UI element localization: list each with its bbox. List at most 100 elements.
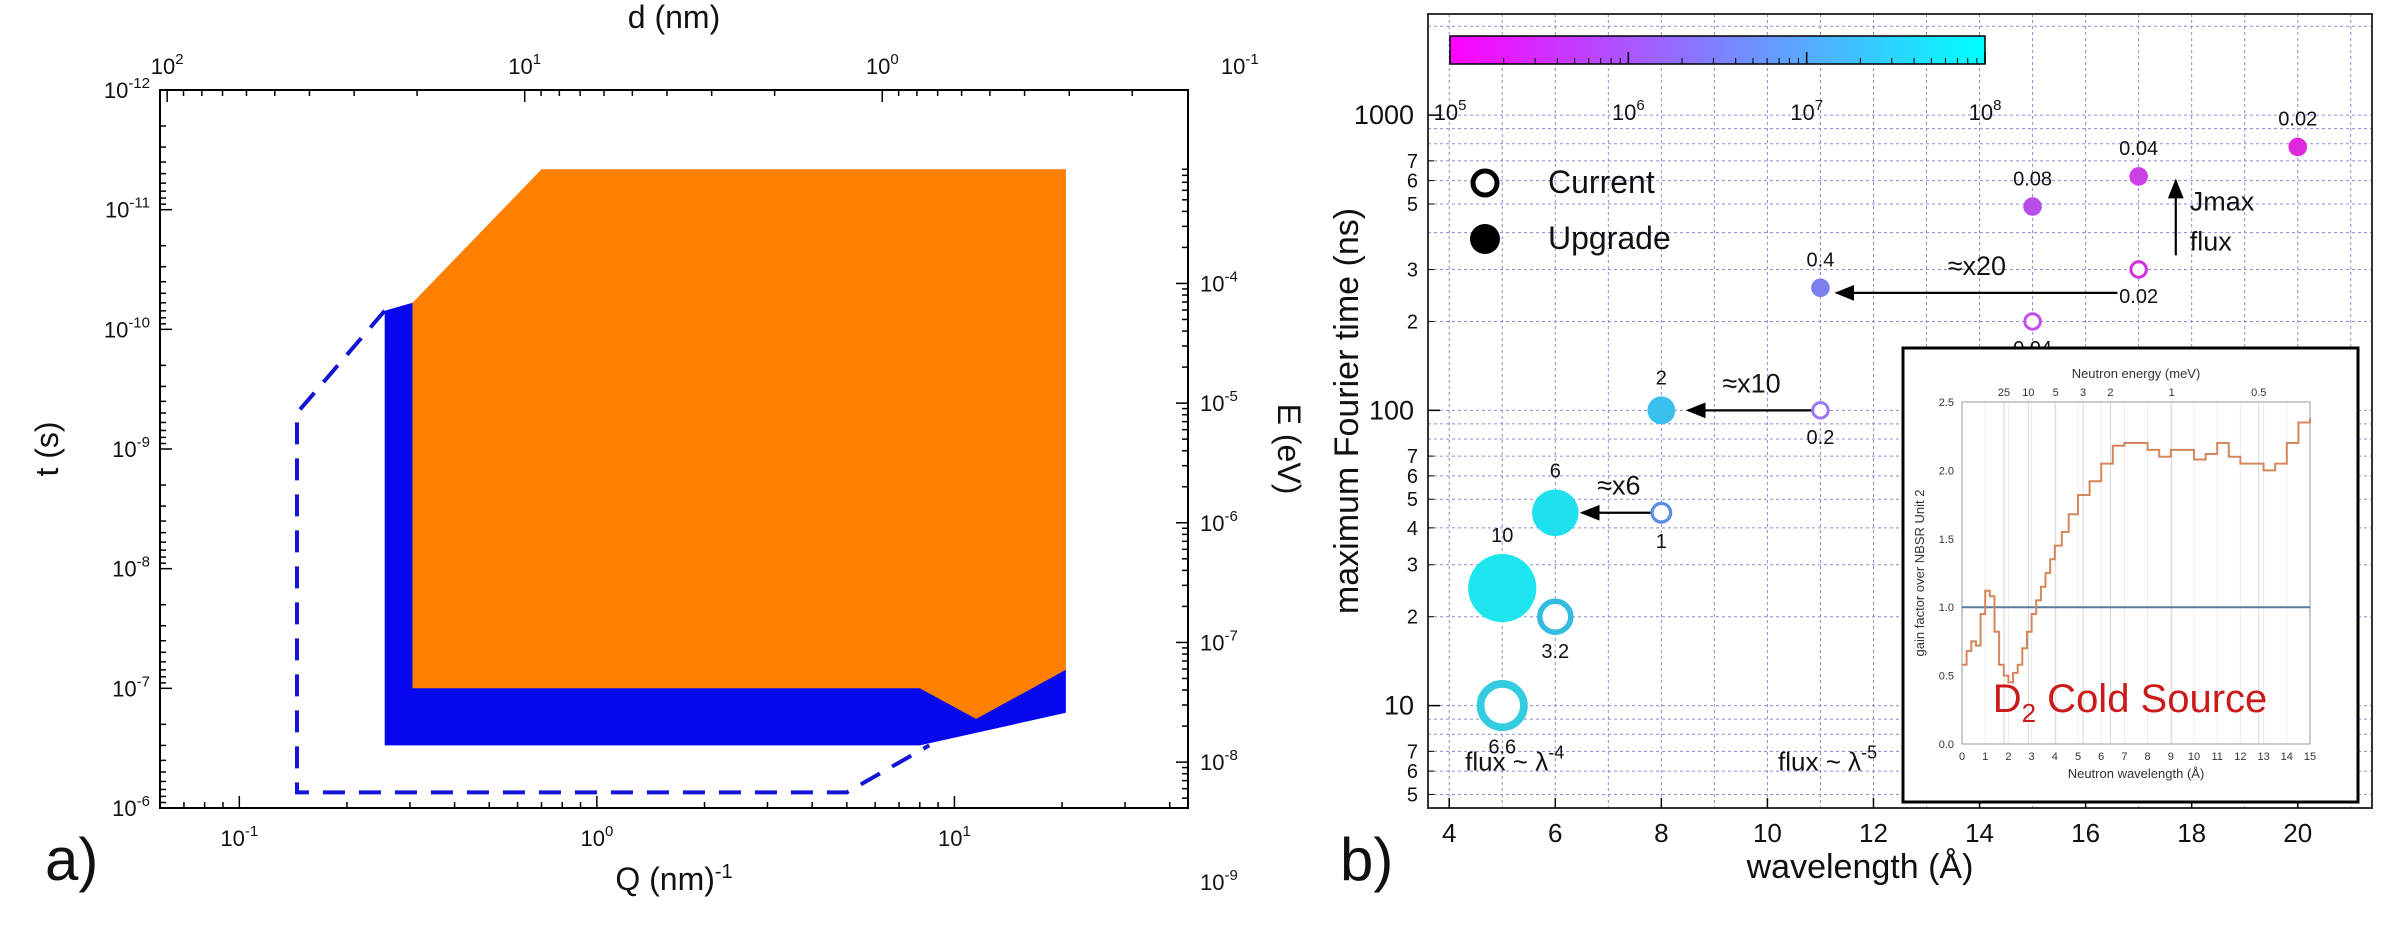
top-tick-label: 100 <box>866 51 899 79</box>
x-tick-label: 18 <box>2177 818 2206 848</box>
y-tick-label-base: 10 <box>112 557 136 582</box>
x-tick-label-base: 10 <box>938 826 962 851</box>
data-label: 6.6 <box>1488 736 1516 758</box>
top-axis-label: d (nm) <box>628 0 720 35</box>
legend-label: Upgrade <box>1548 220 1671 256</box>
inset-y-tick-label: 0.0 <box>1939 739 1954 751</box>
x-tick-label-base: 10 <box>220 826 244 851</box>
x-axis-label: Q (nm)-1 <box>615 861 732 897</box>
inset-top-tick-label: 1 <box>2169 387 2175 399</box>
arrow-label: ≈x20 <box>1948 251 2006 281</box>
x-tick-label: 12 <box>1859 818 1888 848</box>
inset-top-tick-label: 25 <box>1998 387 2010 399</box>
colorbar-tick-label: 106 <box>1612 97 1645 125</box>
inset-gain-line <box>1962 418 2311 684</box>
y-tick-label-exp: -9 <box>137 434 150 451</box>
top-tick-label-exp: 2 <box>175 51 183 68</box>
x-axis-label-text: Q (nm) <box>615 861 715 897</box>
data-point-current <box>2129 260 2148 279</box>
data-label: 6 <box>1550 460 1561 482</box>
y-minor-tick-label: 3 <box>1407 259 1418 281</box>
legend-marker-current <box>1470 168 1500 198</box>
arrow-label: flux <box>2190 227 2233 257</box>
right-tick-label: 10-4 <box>1200 268 1238 296</box>
data-label: 0.2 <box>1807 427 1835 449</box>
data-point-upgrade <box>2129 167 2148 186</box>
region-dashed-outline <box>295 309 931 795</box>
colorbar-tick-label-base: 10 <box>1969 100 1993 125</box>
x-tick-label: 8 <box>1654 818 1668 848</box>
y-tick-label-exp: -11 <box>129 195 150 212</box>
colorbar-tick-label: 107 <box>1790 97 1823 125</box>
y-tick-label: 10-6 <box>112 793 150 821</box>
data-point-current <box>1811 401 1830 420</box>
top-tick-label-exp: -1 <box>1245 51 1258 68</box>
y-minor-tick-label: 2 <box>1407 607 1418 629</box>
x-tick-label: 10 <box>1753 818 1782 848</box>
flux-annotation-exp: -4 <box>1548 742 1564 762</box>
x-tick-label: 10-1 <box>220 823 258 851</box>
inset-x-tick-label: 15 <box>2304 751 2316 763</box>
arrow-label: ≈x6 <box>1597 471 1640 501</box>
y-tick-label-exp: -8 <box>137 554 150 571</box>
colorbar-tick-label-base: 10 <box>1790 100 1814 125</box>
inset-x-tick-label: 5 <box>2075 751 2081 763</box>
legend-label: Current <box>1548 164 1655 200</box>
y-minor-tick-label: 7 <box>1407 741 1418 763</box>
y-tick-label-exp: -7 <box>137 673 150 690</box>
colorbar-tick-label-exp: 5 <box>1458 97 1466 114</box>
right-tick-label-exp: -6 <box>1224 508 1237 525</box>
right-tick-label-exp: -7 <box>1224 627 1237 644</box>
inset-top-tick-label: 0.5 <box>2251 387 2266 399</box>
panel-b-tag: b) <box>1340 826 1393 893</box>
flux-annotation: flux ~ λ-5 <box>1778 742 1877 776</box>
inset-x-tick-label: 3 <box>2029 751 2035 763</box>
y-tick-label: 10-8 <box>112 554 150 582</box>
right-tick-label-exp: -9 <box>1224 867 1237 884</box>
arrow-label: Jmax <box>2190 187 2255 217</box>
colorbar-tick-label-base: 10 <box>1612 100 1636 125</box>
right-tick-label-base: 10 <box>1200 750 1224 775</box>
data-label: 1 <box>1656 531 1667 553</box>
data-label: 0.02 <box>2119 286 2158 308</box>
top-tick-label: 102 <box>151 51 184 79</box>
y-tick-label-base: 10 <box>104 78 128 103</box>
inset-top-tick-label: 3 <box>2080 387 2086 399</box>
x-axis-label-exp: -1 <box>715 861 733 883</box>
y-tick-label: 10-7 <box>112 673 150 701</box>
inset-x-tick-label: 8 <box>2145 751 2151 763</box>
y-tick-label-exp: -10 <box>128 314 150 331</box>
y-major-tick-label: 10 <box>1384 691 1414 721</box>
region-orange-filled <box>412 169 1066 719</box>
y-axis-label: t (s) <box>29 421 65 476</box>
top-tick-label-exp: 0 <box>890 51 898 68</box>
flux-annotation: flux ~ λ-4 <box>1465 742 1564 776</box>
data-label: 10 <box>1491 525 1513 547</box>
right-tick-label-base: 10 <box>1200 630 1224 655</box>
y-major-tick-label: 100 <box>1369 395 1414 425</box>
inset-x-tick-label: 14 <box>2281 751 2293 763</box>
y-minor-tick-label: 2 <box>1407 311 1418 333</box>
inset-top-tick-label: 10 <box>2022 387 2034 399</box>
inset-title-sub: 2 <box>2022 698 2036 728</box>
inset-x-tick-label: 1 <box>1982 751 1988 763</box>
inset-x-tick-label: 7 <box>2121 751 2127 763</box>
right-axis-label: E (eV) <box>1271 404 1307 495</box>
right-tick-label: 10-9 <box>1200 867 1238 895</box>
top-tick-label: 101 <box>508 51 541 79</box>
right-tick-label-exp: -8 <box>1224 747 1237 764</box>
colorbar-tick-label-base: 10 <box>1434 100 1458 125</box>
legend-marker-upgrade <box>1470 224 1500 254</box>
inset-y-tick-label: 1.5 <box>1939 534 1954 546</box>
data-point-upgrade <box>1532 489 1579 536</box>
data-label: 0.04 <box>2119 138 2158 160</box>
y-axis-label: maximum Fourier time (ns) <box>1328 208 1366 614</box>
data-point-upgrade <box>2288 137 2308 157</box>
data-point-upgrade <box>2023 197 2042 216</box>
right-tick-label: 10-6 <box>1200 508 1238 536</box>
inset-title-main: D <box>1993 677 2022 721</box>
data-label: 0.4 <box>1807 250 1835 272</box>
right-tick-label: 10-7 <box>1200 627 1238 655</box>
